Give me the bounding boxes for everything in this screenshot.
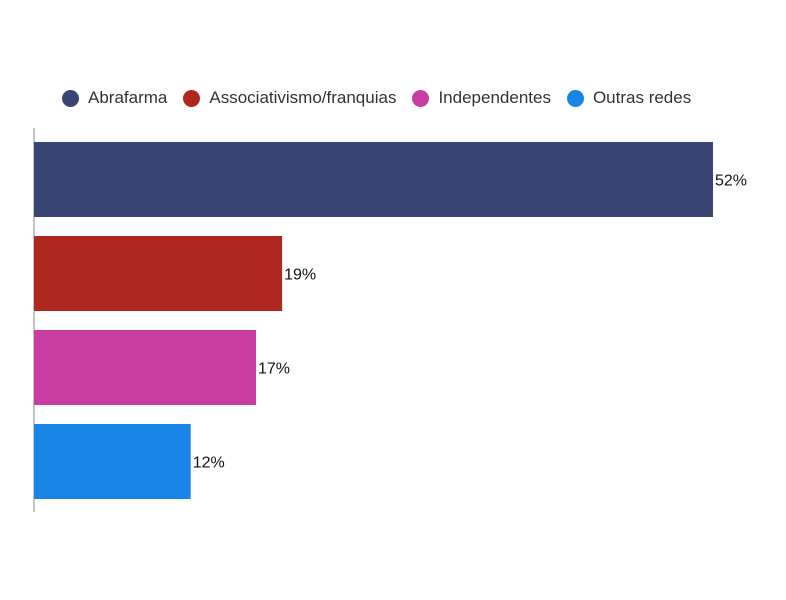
bar bbox=[34, 424, 191, 499]
bar-value-label: 52% bbox=[715, 173, 747, 190]
bar bbox=[34, 142, 713, 217]
legend-label: Outras redes bbox=[592, 88, 692, 107]
legend-swatch bbox=[62, 89, 79, 107]
bar-value-label: 12% bbox=[193, 455, 225, 472]
legend-swatch bbox=[412, 89, 430, 107]
legend-item: Abrafarma bbox=[62, 88, 167, 108]
legend-swatch bbox=[566, 89, 584, 107]
chart-legend: Abrafarma Associativismo/franquias Indepen… bbox=[62, 88, 691, 108]
bar-value-label: 17% bbox=[258, 361, 290, 378]
legend-label: Associativismo/franquias bbox=[209, 88, 397, 107]
legend-label: Independentes bbox=[438, 88, 551, 107]
bar-value-label: 19% bbox=[284, 267, 316, 284]
legend-item: Outras redes bbox=[566, 88, 692, 108]
legend-item: Associativismo/franquias bbox=[183, 88, 396, 108]
legend-swatch bbox=[183, 89, 201, 107]
legend-item: Independentes bbox=[412, 88, 551, 108]
bar bbox=[34, 330, 256, 405]
bar bbox=[34, 236, 283, 311]
legend-label: Abrafarma bbox=[88, 88, 168, 107]
